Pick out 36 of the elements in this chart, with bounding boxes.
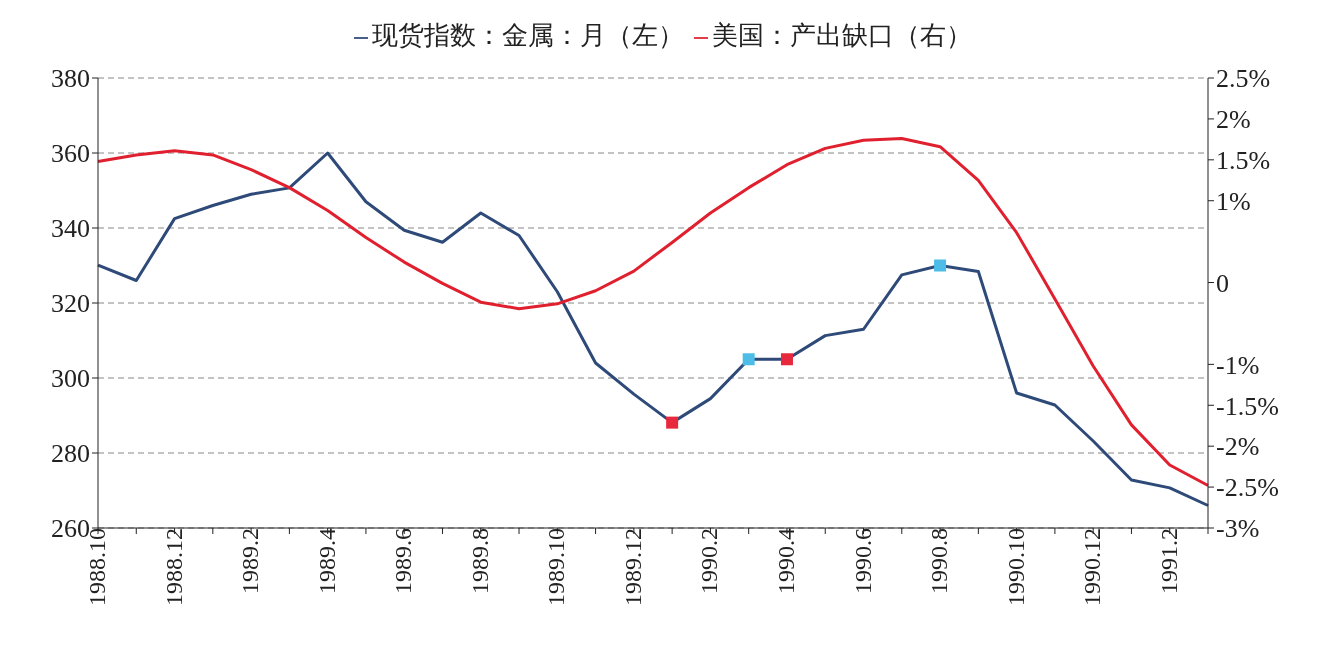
y-tick-label: 320 [51, 289, 90, 319]
x-tick-label: 1990.4 [773, 528, 800, 594]
y2-tick-label: 0 [1216, 268, 1229, 298]
x-tick-label: 1989.4 [313, 528, 340, 594]
x-tick-label: 1990.6 [849, 528, 876, 594]
y-tick-label: 380 [51, 64, 90, 94]
legend-label: 美国：产出缺口（右） [712, 21, 972, 50]
y2-tick-label: 1% [1216, 186, 1251, 216]
y2-tick-label: -1.5% [1216, 391, 1279, 421]
x-tick-label: 1989.10 [543, 528, 570, 606]
point [742, 353, 755, 366]
y2-tick-label: -1% [1216, 350, 1260, 380]
x-tick-label: 1988.12 [160, 528, 187, 606]
x-tick-label: 1989.6 [390, 528, 417, 594]
y2-tick-label: -2% [1216, 432, 1260, 462]
x-tick-label: 1989.8 [466, 528, 493, 594]
y2-tick-label: -2.5% [1216, 473, 1279, 503]
x-tick-label: 1989.2 [237, 528, 264, 594]
x-tick-label: 1990.12 [1079, 528, 1106, 606]
point [934, 259, 947, 272]
y2-tick-label: 1.5% [1216, 146, 1271, 176]
y2-tick-label: 2% [1216, 105, 1251, 135]
y2-tick-label: 2.5% [1216, 64, 1271, 94]
x-tick-label: 1990.10 [1002, 528, 1029, 606]
y2-tick-label: -3% [1216, 514, 1260, 544]
x-tick-label: 1991.2 [1155, 528, 1182, 594]
y-tick-label: 340 [51, 214, 90, 244]
y-tick-label: 360 [51, 139, 90, 169]
x-tick-label: 1990.8 [926, 528, 953, 594]
legend-label: 现货指数：金属：月（左） [372, 21, 684, 50]
x-tick-label: 1990.2 [696, 528, 723, 594]
y-tick-label: 280 [51, 439, 90, 469]
point [666, 416, 679, 429]
y-tick-label: 300 [51, 364, 90, 394]
point [780, 353, 793, 366]
x-tick-label: 1989.12 [619, 528, 646, 606]
